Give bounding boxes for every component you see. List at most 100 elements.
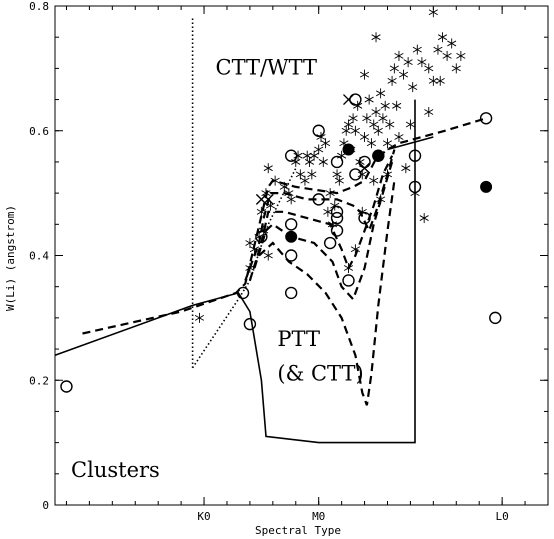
asterisk-stroke <box>339 140 349 147</box>
y-tick-label: 0.4 <box>29 250 49 263</box>
plot-frame <box>54 5 549 506</box>
open-circle-point <box>342 274 355 287</box>
dashed-curve <box>244 149 396 281</box>
asterisk-point <box>286 194 296 205</box>
asterisk-stroke <box>343 121 354 128</box>
asterisk-point <box>364 94 374 105</box>
asterisk-point <box>302 150 312 161</box>
asterisk-stroke <box>435 77 445 84</box>
asterisk-stroke <box>424 65 434 72</box>
asterisk-point <box>382 169 393 180</box>
asterisk-stroke <box>405 121 415 128</box>
asterisk-point <box>304 156 315 167</box>
asterisk-point <box>447 38 457 49</box>
asterisk-stroke <box>376 90 386 97</box>
cross-stroke <box>262 193 274 205</box>
asterisk-point <box>318 156 328 167</box>
open-circle-point <box>323 236 337 250</box>
open-circle-point <box>330 205 344 219</box>
asterisk-stroke <box>314 146 324 153</box>
open-circle-point <box>489 311 502 325</box>
asterisk-stroke <box>378 115 388 122</box>
asterisk-point <box>293 150 303 161</box>
region-label: Clusters <box>71 458 160 482</box>
asterisk-stroke <box>330 202 340 209</box>
y-tick-label: 0 <box>42 499 49 512</box>
asterisk-point <box>353 100 363 111</box>
asterisk-point <box>249 244 260 255</box>
asterisk-stroke <box>263 165 273 172</box>
x-tick-label: K0 <box>197 510 210 523</box>
asterisk-stroke <box>424 109 434 115</box>
plot-border <box>54 5 549 506</box>
asterisk-stroke <box>389 65 399 72</box>
open-circle-point <box>408 149 422 162</box>
region-label: PTT <box>277 327 320 351</box>
asterisk-point <box>350 125 360 136</box>
open-circle-point <box>312 124 325 137</box>
asterisk-point <box>325 188 335 199</box>
asterisk-stroke <box>325 190 335 197</box>
asterisk-point <box>307 169 317 180</box>
asterisk-stroke <box>343 265 354 271</box>
open-circle-point <box>358 211 371 225</box>
asterisk-point <box>350 244 360 255</box>
asterisk-stroke <box>321 140 331 147</box>
asterisk-point <box>369 175 379 186</box>
asterisk-stroke <box>403 59 413 66</box>
asterisk-stroke <box>291 159 301 165</box>
asterisk-point <box>437 32 448 43</box>
asterisk-stroke <box>245 240 255 246</box>
asterisk-stroke <box>387 77 397 84</box>
asterisk-point <box>385 119 395 130</box>
asterisk-stroke <box>412 46 422 53</box>
asterisk-stroke <box>295 171 305 178</box>
asterisk-stroke <box>385 121 395 128</box>
asterisk-stroke <box>302 152 312 159</box>
asterisk-point <box>394 131 404 142</box>
asterisk-stroke <box>348 115 358 122</box>
asterisk-point <box>392 100 402 111</box>
cross-point <box>262 193 274 205</box>
filled-circle-point <box>372 149 385 162</box>
asterisk-stroke <box>357 171 367 178</box>
asterisk-point <box>309 150 319 161</box>
asterisk-point <box>279 181 289 192</box>
region-label: CTT/WTT <box>216 56 318 80</box>
asterisk-stroke <box>293 152 303 159</box>
asterisk-point <box>378 113 388 124</box>
asterisk-stroke <box>304 159 315 165</box>
asterisk-point <box>259 225 269 236</box>
asterisk-point <box>332 169 342 180</box>
asterisk-stroke <box>433 46 443 53</box>
asterisk-point <box>380 100 390 111</box>
asterisk-stroke <box>417 59 427 66</box>
asterisk-stroke <box>249 246 260 253</box>
asterisk-point <box>245 262 255 273</box>
asterisk-point <box>300 175 310 186</box>
dashed-curve <box>82 117 487 335</box>
open-circle-point <box>284 286 298 300</box>
y-axis-title: W(Li) (angstrom) <box>4 205 17 311</box>
asterisk-point <box>412 44 422 55</box>
data-points <box>60 7 502 393</box>
asterisk-stroke <box>263 252 273 259</box>
solid-curve <box>54 99 416 444</box>
asterisk-point <box>433 44 443 55</box>
asterisk-point <box>451 63 461 74</box>
asterisk-point <box>284 188 294 199</box>
asterisk-point <box>341 125 351 136</box>
asterisk-stroke <box>334 177 344 184</box>
asterisk-point <box>343 262 354 273</box>
asterisk-stroke <box>373 127 383 134</box>
asterisk-point <box>435 75 445 86</box>
asterisk-stroke <box>362 115 372 122</box>
asterisk-point <box>362 113 372 124</box>
asterisk-point <box>323 206 333 217</box>
open-circle-point <box>284 218 298 231</box>
asterisk-point <box>263 163 273 174</box>
asterisk-point <box>334 175 344 186</box>
asterisk-stroke <box>355 159 365 165</box>
asterisk-stroke <box>323 208 333 215</box>
asterisk-point <box>263 250 273 261</box>
